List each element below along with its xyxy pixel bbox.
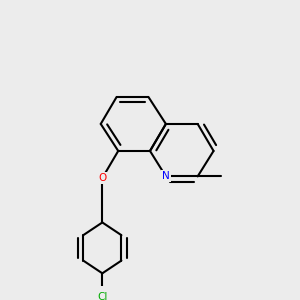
- Text: O: O: [98, 173, 106, 183]
- Text: N: N: [162, 171, 170, 182]
- Text: Cl: Cl: [97, 292, 107, 300]
